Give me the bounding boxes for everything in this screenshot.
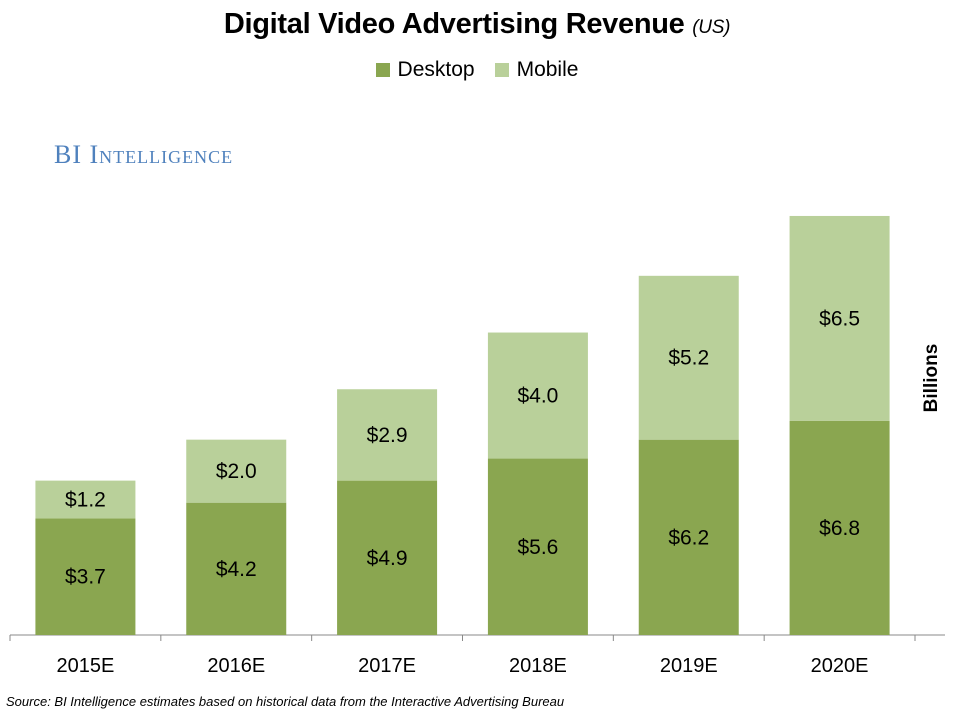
legend-label-desktop: Desktop <box>397 58 475 81</box>
data-label-mobile-2019e: $5.2 <box>668 347 709 370</box>
data-label-desktop-2019e: $6.2 <box>668 526 709 549</box>
legend: Desktop Mobile <box>0 58 954 82</box>
x-tick-label-2017e: 2017E <box>358 655 416 677</box>
y-axis-unit-label: Billions <box>921 343 942 413</box>
bar-desktop-2015e <box>35 518 136 635</box>
data-label-mobile-2016e: $2.0 <box>216 460 257 483</box>
x-tick-label-2016e: 2016E <box>207 655 265 677</box>
legend-label-mobile: Mobile <box>516 58 579 81</box>
bar-desktop-2019e <box>638 439 739 635</box>
chart-title: Digital Video Advertising Revenue (US) <box>0 8 954 41</box>
legend-swatch-desktop <box>375 63 390 77</box>
x-tick-label-2019e: 2019E <box>660 655 718 677</box>
data-label-desktop-2020e: $6.8 <box>819 517 860 540</box>
data-label-mobile-2020e: $6.5 <box>819 307 860 330</box>
data-label-desktop-2017e: $4.9 <box>367 547 408 570</box>
chart-title-text: Digital Video Advertising Revenue <box>223 8 685 40</box>
data-label-mobile-2018e: $4.0 <box>517 385 558 408</box>
chart-title-suffix: (US) <box>692 17 731 38</box>
bar-mobile-2019e <box>638 275 739 440</box>
bar-mobile-2016e <box>186 439 287 503</box>
legend-item-desktop: Desktop <box>375 58 475 82</box>
brand-logo: BI Intelligence <box>54 140 234 169</box>
bar-mobile-2020e <box>789 215 890 421</box>
x-tick-label-2020e: 2020E <box>811 655 869 677</box>
legend-swatch-mobile <box>494 63 509 77</box>
x-tick-label-2015e: 2015E <box>56 655 114 677</box>
data-label-mobile-2015e: $1.2 <box>65 489 106 512</box>
x-tick-label-2018e: 2018E <box>509 655 567 677</box>
bar-mobile-2018e <box>487 332 588 459</box>
bar-desktop-2017e <box>337 480 438 635</box>
source-note: Source: BI Intelligence estimates based … <box>6 694 565 709</box>
data-label-desktop-2016e: $4.2 <box>216 558 257 581</box>
bar-mobile-2015e <box>35 480 136 519</box>
data-label-desktop-2018e: $5.6 <box>517 536 558 559</box>
legend-item-mobile: Mobile <box>494 58 579 82</box>
bar-desktop-2020e <box>789 420 890 635</box>
data-label-mobile-2017e: $2.9 <box>367 424 408 447</box>
bar-desktop-2016e <box>186 502 287 635</box>
data-label-desktop-2015e: $3.7 <box>65 566 106 589</box>
bar-mobile-2017e <box>337 389 438 481</box>
bar-desktop-2018e <box>487 458 588 635</box>
